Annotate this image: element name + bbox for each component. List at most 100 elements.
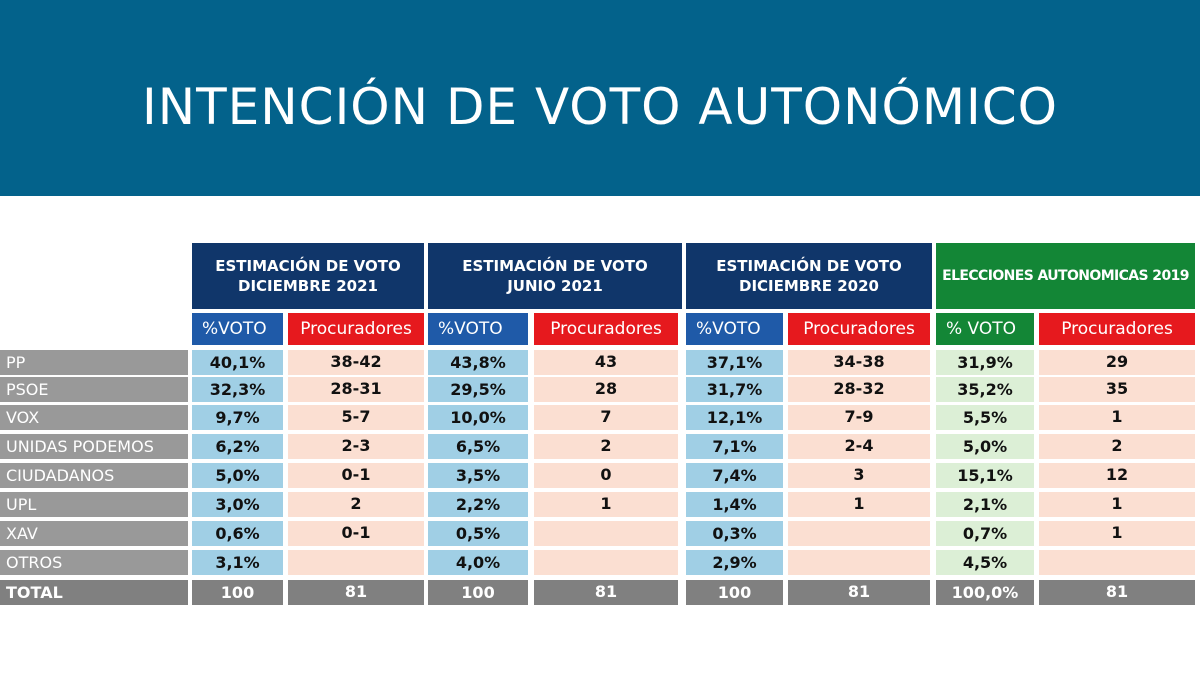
total-vote-cell: 100 [428, 580, 528, 605]
subheader-voto: %VOTO [192, 313, 283, 345]
seats-cell [534, 550, 678, 575]
group-header-4: ELECCIONES AUTONOMICAS 2019 [936, 243, 1195, 309]
subheader-procuradores: Procuradores [288, 313, 424, 345]
vote-percent-cell: 29,5% [428, 377, 528, 402]
vote-percent-cell: 2,2% [428, 492, 528, 517]
party-label: UPL [0, 492, 188, 517]
vote-percent-cell: 6,2% [192, 434, 283, 459]
seats-cell: 38-42 [288, 350, 424, 375]
seats-cell: 1 [534, 492, 678, 517]
seats-cell: 43 [534, 350, 678, 375]
title-banner: INTENCIÓN DE VOTO AUTONÓMICO [0, 0, 1200, 196]
party-label: CIUDADANOS [0, 463, 188, 488]
party-label: PSOE [0, 377, 188, 402]
vote-percent-cell: 0,3% [686, 521, 783, 546]
seats-cell [1039, 550, 1195, 575]
subheader-procuradores: Procuradores [534, 313, 678, 345]
vote-percent-cell: 7,4% [686, 463, 783, 488]
vote-percent-cell: 0,6% [192, 521, 283, 546]
group-header-line2: DICIEMBRE 2021 [238, 277, 378, 295]
group-header-line2: DICIEMBRE 2020 [739, 277, 879, 295]
group-header-line1: ESTIMACIÓN DE VOTO [716, 257, 902, 275]
vote-percent-cell: 5,5% [936, 405, 1034, 430]
seats-cell: 1 [1039, 492, 1195, 517]
seats-cell: 2-4 [788, 434, 930, 459]
seats-cell: 28 [534, 377, 678, 402]
party-label: PP [0, 350, 188, 375]
party-label: OTROS [0, 550, 188, 575]
vote-percent-cell: 9,7% [192, 405, 283, 430]
seats-cell: 35 [1039, 377, 1195, 402]
seats-cell: 7 [534, 405, 678, 430]
group-header-1: ESTIMACIÓN DE VOTO DICIEMBRE 2021 [192, 243, 424, 309]
party-label: XAV [0, 521, 188, 546]
vote-percent-cell: 6,5% [428, 434, 528, 459]
vote-percent-cell: 31,7% [686, 377, 783, 402]
vote-percent-cell: 4,5% [936, 550, 1034, 575]
vote-percent-cell: 0,7% [936, 521, 1034, 546]
vote-percent-cell: 3,5% [428, 463, 528, 488]
seats-cell: 12 [1039, 463, 1195, 488]
vote-percent-cell: 5,0% [936, 434, 1034, 459]
group-header-line2: JUNIO 2021 [507, 277, 603, 295]
seats-cell: 5-7 [288, 405, 424, 430]
group-header-3: ESTIMACIÓN DE VOTO DICIEMBRE 2020 [686, 243, 932, 309]
vote-percent-cell: 43,8% [428, 350, 528, 375]
vote-percent-cell: 3,0% [192, 492, 283, 517]
total-label: TOTAL [0, 580, 188, 605]
subheader-procuradores: Procuradores [1039, 313, 1195, 345]
total-seats-cell: 81 [1039, 580, 1195, 605]
seats-cell: 28-32 [788, 377, 930, 402]
seats-cell: 2 [534, 434, 678, 459]
seats-cell: 2 [1039, 434, 1195, 459]
seats-cell [288, 550, 424, 575]
seats-cell: 1 [1039, 521, 1195, 546]
seats-cell: 3 [788, 463, 930, 488]
seats-cell [788, 550, 930, 575]
subheader-voto: %VOTO [686, 313, 783, 345]
seats-cell: 1 [1039, 405, 1195, 430]
seats-cell: 2 [288, 492, 424, 517]
seats-cell: 1 [788, 492, 930, 517]
seats-cell: 28-31 [288, 377, 424, 402]
total-seats-cell: 81 [788, 580, 930, 605]
seats-cell: 34-38 [788, 350, 930, 375]
vote-percent-cell: 5,0% [192, 463, 283, 488]
vote-percent-cell: 35,2% [936, 377, 1034, 402]
vote-percent-cell: 10,0% [428, 405, 528, 430]
vote-percent-cell: 0,5% [428, 521, 528, 546]
seats-cell: 0-1 [288, 521, 424, 546]
group-header-2: ESTIMACIÓN DE VOTO JUNIO 2021 [428, 243, 682, 309]
subheader-voto: % VOTO [936, 313, 1034, 345]
vote-percent-cell: 40,1% [192, 350, 283, 375]
seats-cell: 7-9 [788, 405, 930, 430]
total-vote-cell: 100,0% [936, 580, 1034, 605]
seats-cell: 29 [1039, 350, 1195, 375]
vote-percent-cell: 31,9% [936, 350, 1034, 375]
page-title: INTENCIÓN DE VOTO AUTONÓMICO [141, 78, 1059, 136]
vote-percent-cell: 37,1% [686, 350, 783, 375]
subheader-procuradores: Procuradores [788, 313, 930, 345]
vote-percent-cell: 7,1% [686, 434, 783, 459]
vote-percent-cell: 12,1% [686, 405, 783, 430]
vote-percent-cell: 2,9% [686, 550, 783, 575]
total-seats-cell: 81 [534, 580, 678, 605]
subheader-voto: %VOTO [428, 313, 528, 345]
group-header-line1: ELECCIONES AUTONOMICAS 2019 [942, 268, 1189, 284]
group-header-line1: ESTIMACIÓN DE VOTO [215, 257, 401, 275]
total-vote-cell: 100 [686, 580, 783, 605]
vote-percent-cell: 3,1% [192, 550, 283, 575]
seats-cell [534, 521, 678, 546]
vote-percent-cell: 32,3% [192, 377, 283, 402]
group-header-line1: ESTIMACIÓN DE VOTO [462, 257, 648, 275]
total-vote-cell: 100 [192, 580, 283, 605]
vote-percent-cell: 2,1% [936, 492, 1034, 517]
seats-cell: 2-3 [288, 434, 424, 459]
party-label: UNIDAS PODEMOS [0, 434, 188, 459]
seats-cell: 0-1 [288, 463, 424, 488]
total-seats-cell: 81 [288, 580, 424, 605]
vote-percent-cell: 1,4% [686, 492, 783, 517]
seats-cell: 0 [534, 463, 678, 488]
vote-percent-cell: 15,1% [936, 463, 1034, 488]
